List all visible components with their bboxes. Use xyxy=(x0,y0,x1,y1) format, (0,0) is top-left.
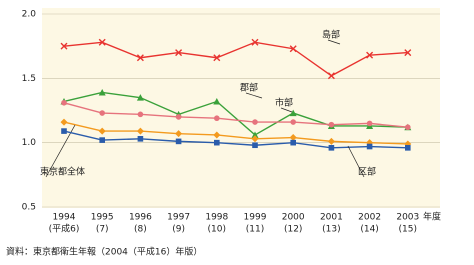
marker xyxy=(327,137,335,145)
series-label: 島部 xyxy=(322,29,340,41)
marker xyxy=(328,121,335,128)
x-tick-sublabel: (13) xyxy=(322,225,340,235)
marker xyxy=(61,99,67,106)
label-leader xyxy=(280,107,293,113)
label-leader xyxy=(45,124,76,178)
marker xyxy=(213,97,221,105)
marker xyxy=(175,49,183,57)
marker xyxy=(98,38,106,46)
marker xyxy=(289,109,297,117)
series-line xyxy=(63,130,408,149)
x-tick-label: 2002 xyxy=(358,213,381,223)
x-tick-sublabel: (10) xyxy=(208,225,226,235)
marker xyxy=(213,54,221,62)
x-tick-label: 1995 xyxy=(91,213,114,223)
series-label: 郡部 xyxy=(240,82,258,94)
marker xyxy=(251,131,259,138)
marker xyxy=(137,136,144,142)
label-leader xyxy=(347,145,365,178)
x-tick-sublabel: (11) xyxy=(246,225,264,235)
x-tick-label: 2000 xyxy=(282,213,305,223)
x-tick-label: 2001 xyxy=(320,213,343,223)
y-tick-label: 0.5 xyxy=(22,203,36,213)
x-tick-sublabel: (15) xyxy=(399,225,417,235)
series-label: 東京都全体 xyxy=(40,166,85,178)
marker xyxy=(214,115,220,122)
marker xyxy=(175,114,182,120)
series-label: 市部 xyxy=(275,97,293,109)
label-leader xyxy=(245,92,263,99)
marker xyxy=(290,119,297,125)
y-tick-label: 1.5 xyxy=(22,74,36,84)
marker xyxy=(175,138,182,145)
marker xyxy=(60,42,68,50)
marker xyxy=(366,120,373,127)
x-tick-sublabel: (9) xyxy=(172,225,185,235)
source-note: 資料：東京都衛生年報（2004（平成16）年版） xyxy=(6,246,202,258)
x-tick-label: 1998 xyxy=(205,213,228,223)
x-tick-label: 1999 xyxy=(244,213,267,223)
x-tick-sublabel: (8) xyxy=(134,225,147,235)
marker xyxy=(99,137,105,143)
marker xyxy=(289,134,297,142)
marker xyxy=(405,124,411,131)
marker xyxy=(404,49,412,57)
x-tick-sublabel: (7) xyxy=(96,225,109,235)
x-axis-label: 年度 xyxy=(423,211,441,223)
marker xyxy=(290,139,296,146)
x-tick-label: 1997 xyxy=(167,213,190,223)
series-line xyxy=(63,102,408,128)
series-label: 区部 xyxy=(358,166,376,178)
x-tick-label: 1994 xyxy=(53,213,76,223)
x-tick-label: 2003 xyxy=(396,213,419,223)
marker xyxy=(251,135,259,143)
marker xyxy=(213,131,221,139)
marker xyxy=(136,54,144,62)
marker xyxy=(251,38,259,46)
marker xyxy=(137,111,144,118)
y-tick-label: 1.0 xyxy=(22,138,37,148)
marker xyxy=(252,142,258,149)
marker xyxy=(61,128,67,134)
series-line xyxy=(63,41,408,77)
x-tick-sublabel: (14) xyxy=(360,225,378,235)
marker xyxy=(98,127,106,135)
marker xyxy=(214,139,220,146)
marker xyxy=(136,127,144,135)
x-tick-label: 1996 xyxy=(129,213,152,223)
marker xyxy=(136,94,144,101)
x-tick-sublabel: (平成6) xyxy=(49,223,80,235)
marker xyxy=(98,88,106,96)
marker xyxy=(327,72,335,80)
plot-background xyxy=(42,8,440,208)
label-leader xyxy=(327,39,341,45)
marker xyxy=(405,145,411,151)
y-tick-label: 2.0 xyxy=(22,10,37,20)
marker xyxy=(366,143,373,150)
series-line xyxy=(63,91,408,136)
series-line xyxy=(63,121,408,145)
marker xyxy=(99,110,105,116)
marker xyxy=(366,51,374,59)
marker xyxy=(175,130,183,138)
marker xyxy=(252,119,258,125)
marker xyxy=(60,118,68,126)
x-tick-sublabel: (12) xyxy=(284,225,302,235)
marker xyxy=(328,145,335,151)
marker xyxy=(289,45,297,53)
